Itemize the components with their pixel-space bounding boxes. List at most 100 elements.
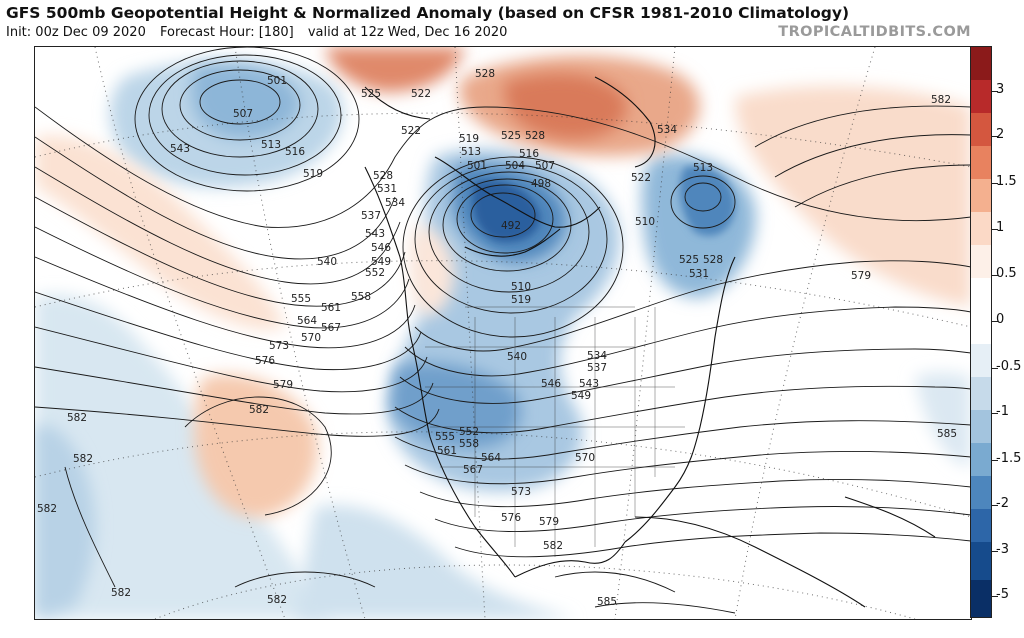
contour-label: 522 xyxy=(401,125,421,137)
contour-label: 543 xyxy=(579,378,599,390)
contour-label: 528 xyxy=(373,170,393,182)
contour-label: 576 xyxy=(255,355,275,367)
colorbar-swatch xyxy=(971,212,991,245)
pos-anomaly-pacific-ridge xyxy=(194,374,318,518)
contour-label: 561 xyxy=(437,445,457,457)
colorbar-tick xyxy=(992,551,998,552)
contour-label: 534 xyxy=(657,124,677,136)
neg-anomaly-se-pacific xyxy=(295,505,575,619)
contour-label: 498 xyxy=(531,178,551,190)
contour-label: 573 xyxy=(269,340,289,352)
contour-label: 516 xyxy=(285,146,305,158)
init-time: Init: 00z Dec 09 2020 xyxy=(6,25,146,40)
contour-labels: 501 507 513 516 519 543 525 528 531 534 … xyxy=(37,68,957,608)
map-title: GFS 500mb Geopotential Height & Normaliz… xyxy=(6,4,850,22)
colorbar-label: -5 xyxy=(996,587,1009,602)
anomaly-colorbar xyxy=(970,46,992,618)
colorbar-tick xyxy=(992,183,998,184)
contour-label: 579 xyxy=(273,379,293,391)
colorbar-swatch xyxy=(971,311,991,344)
contour-label: 555 xyxy=(291,293,311,305)
colorbar-tick xyxy=(992,229,998,230)
colorbar-swatch xyxy=(971,245,991,278)
contour-label: 507 xyxy=(233,108,253,120)
contour-label: 519 xyxy=(303,168,323,180)
pos-anomaly-west xyxy=(35,135,285,330)
contour-label: 525 xyxy=(679,254,699,266)
pos-anomaly-arctic-top xyxy=(325,47,465,92)
contour-label: 531 xyxy=(377,183,397,195)
contour-label: 513 xyxy=(261,139,281,151)
colorbar-tick xyxy=(992,321,998,322)
weather-map: 501 507 513 516 519 543 525 528 531 534 … xyxy=(34,46,972,620)
contour-label: 585 xyxy=(937,428,957,440)
coastlines xyxy=(364,76,936,608)
contour-label: 549 xyxy=(371,256,391,268)
contour-label: 543 xyxy=(170,143,190,155)
colorbar-label: 0 xyxy=(996,312,1005,327)
contour-label: 585 xyxy=(597,596,617,608)
contour-label: 543 xyxy=(365,228,385,240)
neg-anomaly-caribbean xyxy=(915,372,971,467)
colorbar-tick xyxy=(992,136,998,137)
contour-label: 528 xyxy=(525,130,545,142)
colorbar-label: -1 xyxy=(996,404,1009,419)
colorbar-label: 3 xyxy=(996,82,1005,97)
pos-anomaly-greenland-core xyxy=(504,73,627,140)
contour-label: 573 xyxy=(511,486,531,498)
colorbar-swatch xyxy=(971,344,991,377)
contour-label: 537 xyxy=(361,210,381,222)
map-subtitle: Init: 00z Dec 09 2020 Forecast Hour: [18… xyxy=(6,25,517,40)
contour-label: 558 xyxy=(351,291,371,303)
contour-label: 582 xyxy=(543,540,563,552)
contour-label: 540 xyxy=(317,256,337,268)
contour-label: 537 xyxy=(587,362,607,374)
contour-label: 552 xyxy=(459,426,479,438)
contour-label: 531 xyxy=(689,268,709,280)
contour-label: 564 xyxy=(297,315,317,327)
pos-anomaly-atlantic xyxy=(735,86,971,307)
contour-label: 510 xyxy=(511,281,531,293)
contour-label: 579 xyxy=(539,516,559,528)
contour-label: 570 xyxy=(575,452,595,464)
contour-label: 576 xyxy=(501,512,521,524)
colorbar-swatch xyxy=(971,278,991,311)
colorbar-tick xyxy=(992,275,998,276)
contour-label: 522 xyxy=(631,172,651,184)
pos-anomaly-baja xyxy=(409,226,455,316)
lat-lon-grid xyxy=(35,47,971,619)
contour-label: 522 xyxy=(411,88,431,100)
colorbar-swatch xyxy=(971,410,991,443)
contour-label: 582 xyxy=(267,594,287,606)
map-canvas: 501 507 513 516 519 543 525 528 531 534 … xyxy=(35,47,971,619)
colorbar-swatch xyxy=(971,179,991,212)
contour-label: 582 xyxy=(931,94,951,106)
colorbar-tick xyxy=(992,596,998,597)
contour-label: 510 xyxy=(635,216,655,228)
contour-label: 501 xyxy=(467,160,487,172)
contour-label: 525 xyxy=(361,88,381,100)
contour-label: 528 xyxy=(703,254,723,266)
contour-label: 558 xyxy=(459,438,479,450)
contour-label: 552 xyxy=(365,267,385,279)
contour-label: 561 xyxy=(321,302,341,314)
contour-label: 513 xyxy=(693,162,713,174)
neg-anomaly-pacific xyxy=(35,294,335,619)
contour-label: 519 xyxy=(459,133,479,145)
contour-label: 549 xyxy=(571,390,591,402)
contour-label: 582 xyxy=(73,453,93,465)
contour-label: 540 xyxy=(507,351,527,363)
colorbar-swatch xyxy=(971,80,991,113)
contour-label: 513 xyxy=(461,146,481,158)
colorbar-swatch xyxy=(971,580,991,617)
colorbar-swatch xyxy=(971,146,991,179)
contour-label: 534 xyxy=(385,197,405,209)
contour-label: 507 xyxy=(535,160,555,172)
colorbar-tick xyxy=(992,413,998,414)
colorbar-tick xyxy=(992,91,998,92)
colorbar-label: -3 xyxy=(996,542,1009,557)
state-borders xyxy=(425,306,685,557)
colorbar-label: 1 xyxy=(996,220,1005,235)
contour-label: 582 xyxy=(249,404,269,416)
contour-label: 570 xyxy=(301,332,321,344)
